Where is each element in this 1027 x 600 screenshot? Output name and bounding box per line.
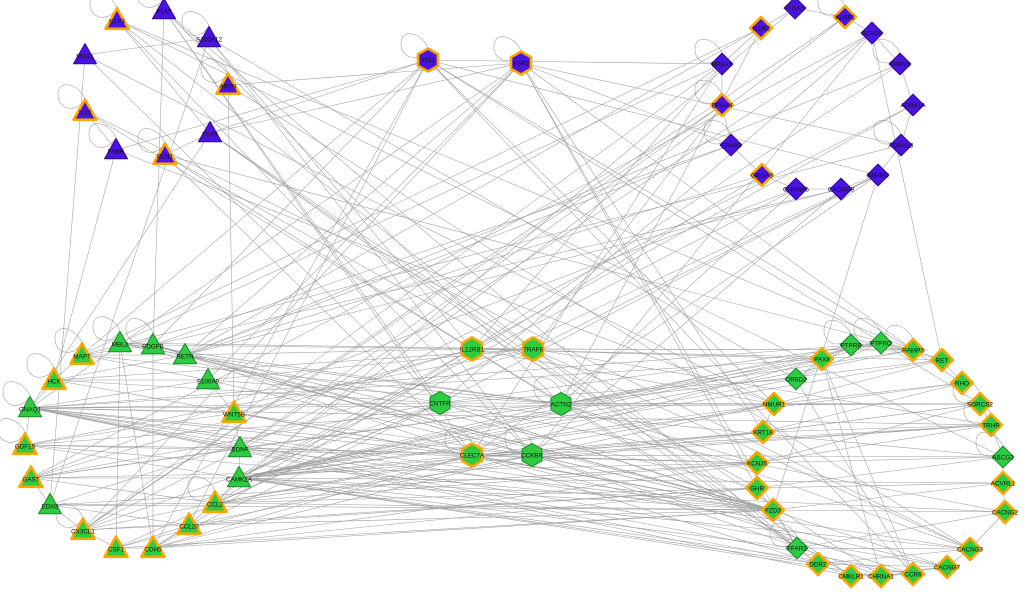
svg-text:KLRF1: KLRF1 — [835, 15, 855, 22]
svg-text:MBL2: MBL2 — [112, 342, 129, 349]
svg-text:EPHA5: EPHA5 — [712, 62, 733, 69]
svg-text:ABCG2: ABCG2 — [992, 455, 1014, 462]
svg-text:GHR: GHR — [750, 486, 764, 493]
svg-text:CHRNA1: CHRNA1 — [868, 574, 894, 581]
svg-text:NMUR1: NMUR1 — [763, 402, 786, 409]
svg-text:CCKBR: CCKBR — [521, 453, 543, 460]
svg-text:ARTN: ARTN — [219, 84, 236, 91]
svg-text:MAPT: MAPT — [73, 354, 91, 361]
svg-text:CX3CL1: CX3CL1 — [71, 529, 95, 536]
svg-text:DDR2: DDR2 — [809, 562, 827, 569]
svg-text:IL12RB1: IL12RB1 — [460, 347, 485, 354]
svg-text:CNTFR: CNTFR — [429, 401, 451, 408]
svg-text:KRT18: KRT18 — [753, 430, 773, 437]
svg-text:TRHR: TRHR — [982, 423, 1000, 430]
svg-text:PTPRO: PTPRO — [870, 341, 892, 348]
svg-text:RHO: RHO — [955, 381, 969, 388]
svg-text:CSF1: CSF1 — [108, 547, 125, 554]
svg-text:PDGFB: PDGFB — [142, 344, 164, 351]
svg-text:FN8R: FN8R — [108, 149, 125, 156]
svg-text:WNT5B: WNT5B — [223, 412, 245, 419]
svg-text:SORCS2: SORCS2 — [967, 402, 993, 409]
svg-text:ACTN2: ACTN2 — [551, 402, 572, 409]
svg-text:CACNG9: CACNG9 — [828, 187, 855, 194]
svg-text:CLEC7A: CLEC7A — [460, 453, 485, 460]
svg-text:CACNG7: CACNG7 — [934, 565, 961, 572]
svg-text:S100A12: S100A12 — [196, 37, 222, 44]
svg-text:ITGA5: ITGA5 — [786, 6, 805, 13]
svg-text:IRS1: IRS1 — [421, 58, 435, 65]
svg-text:TRAF6: TRAF6 — [523, 347, 543, 354]
svg-text:CCL20: CCL20 — [179, 524, 199, 531]
svg-text:GAST: GAST — [22, 477, 39, 484]
svg-text:NRG1: NRG1 — [76, 54, 94, 61]
svg-text:IL20: IL20 — [79, 110, 92, 117]
svg-text:EPHA3: EPHA3 — [721, 143, 742, 150]
svg-text:CAMK2A: CAMK2A — [226, 477, 253, 484]
svg-text:RET: RET — [936, 358, 949, 365]
svg-text:RAMP3: RAMP3 — [902, 348, 924, 355]
svg-text:TRPV1: TRPV1 — [890, 62, 911, 69]
svg-text:CHRNA5: CHRNA5 — [783, 187, 809, 194]
svg-text:CACNG2: CACNG2 — [992, 510, 1019, 517]
svg-text:FGF9: FGF9 — [202, 132, 219, 139]
svg-text:KCNJ5: KCNJ5 — [747, 461, 767, 468]
svg-text:ACVRL1: ACVRL1 — [991, 481, 1016, 488]
svg-text:PLAT: PLAT — [156, 9, 171, 16]
svg-text:CACNG3: CACNG3 — [957, 547, 984, 554]
svg-text:RETN: RETN — [176, 354, 194, 361]
svg-text:NTF3: NTF3 — [109, 19, 125, 26]
svg-text:GNGA3: GNGA3 — [751, 173, 774, 180]
svg-text:GDF15: GDF15 — [15, 444, 36, 451]
svg-text:BDNF: BDNF — [231, 447, 248, 454]
svg-text:ESR2: ESR2 — [513, 61, 530, 68]
svg-text:FFAR3: FFAR3 — [787, 546, 807, 553]
svg-text:HCK: HCK — [47, 379, 61, 386]
svg-text:S100A9: S100A9 — [197, 379, 220, 386]
svg-text:ADRA1A: ADRA1A — [900, 103, 926, 110]
svg-text:OR8D2: OR8D2 — [786, 377, 807, 384]
svg-text:CCR6: CCR6 — [904, 572, 922, 579]
svg-text:PAX8: PAX8 — [814, 357, 830, 364]
svg-text:CCL2: CCL2 — [207, 502, 224, 509]
svg-text:AMHR2: AMHR2 — [867, 173, 890, 180]
svg-text:GNAQ1: GNAQ1 — [19, 407, 42, 414]
svg-text:EDN3: EDN3 — [42, 504, 59, 511]
svg-text:FZD3: FZD3 — [765, 508, 781, 515]
svg-text:CDH5: CDH5 — [144, 547, 162, 554]
svg-text:ADRA1B: ADRA1B — [888, 143, 913, 150]
svg-text:CMKLR1: CMKLR1 — [838, 574, 864, 581]
svg-text:IL1R2: IL1R2 — [753, 26, 770, 33]
svg-text:SCN3B: SCN3B — [862, 31, 883, 38]
svg-text:EPHA4: EPHA4 — [712, 103, 733, 110]
svg-text:PTPRB: PTPRB — [841, 343, 862, 350]
svg-text:RLN1: RLN1 — [157, 154, 174, 161]
